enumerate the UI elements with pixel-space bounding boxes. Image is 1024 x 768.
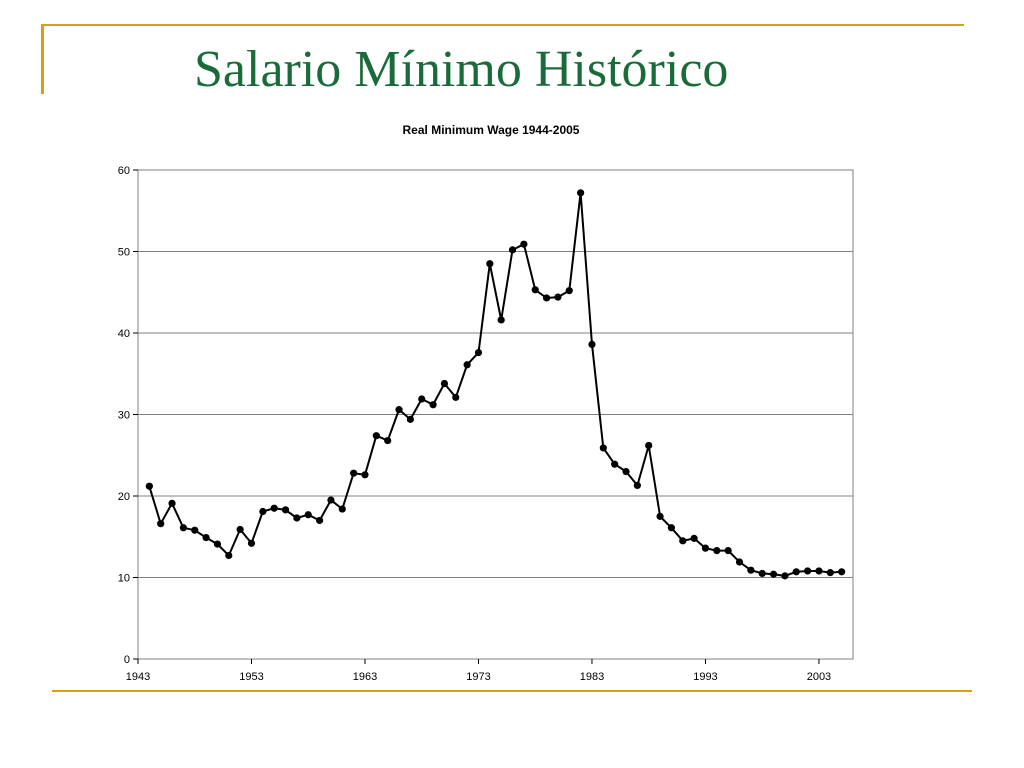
data-point-2004: [826, 569, 834, 577]
data-point-1976: [508, 246, 517, 254]
data-point-1951: [225, 551, 233, 560]
data-point-1960: [327, 496, 335, 504]
data-point-1947: [179, 524, 187, 532]
data-point-1967: [406, 415, 414, 423]
data-point-1983: [588, 340, 596, 349]
left-rule: [41, 24, 44, 94]
data-point-1996: [735, 558, 744, 566]
data-point-1975: [497, 316, 505, 324]
data-point-1950: [213, 540, 222, 548]
data-point-1962: [350, 469, 358, 477]
data-point-2005: [838, 568, 846, 576]
data-point-1969: [429, 401, 437, 409]
data-point-1956: [281, 506, 290, 514]
data-point-1997: [747, 566, 755, 574]
x-tick-label-1963: 1963: [353, 671, 377, 683]
x-tick-label-1983: 1983: [580, 671, 604, 683]
data-point-1992: [690, 534, 698, 542]
data-point-1979: [542, 294, 551, 302]
y-tick-label-20: 20: [118, 491, 130, 503]
data-point-1948: [191, 526, 199, 534]
data-point-2002: [804, 567, 812, 575]
data-point-1961: [338, 505, 346, 513]
data-point-1945: [157, 520, 165, 528]
data-point-1972: [463, 361, 471, 369]
data-point-1974: [486, 260, 494, 268]
data-point-1959: [315, 516, 324, 525]
data-point-1953: [247, 539, 256, 547]
data-point-1985: [611, 460, 619, 468]
data-point-1986: [622, 467, 630, 476]
gridlines: [138, 251, 853, 578]
y-tick-label-40: 40: [118, 328, 130, 340]
x-tick-label-1973: 1973: [466, 671, 490, 683]
data-point-1987: [633, 481, 641, 490]
data-point-1991: [679, 537, 687, 545]
x-tick-label-1953: 1953: [239, 671, 263, 683]
x-axis: 1943 1953 1963 1973 1983 1993 2003: [126, 659, 831, 683]
y-tick-label-30: 30: [118, 410, 130, 422]
data-point-1944: [145, 482, 153, 490]
data-point-1971: [452, 393, 460, 401]
data-point-1965: [384, 436, 392, 445]
data-point-2000: [781, 572, 789, 580]
data-point-1998: [758, 569, 766, 578]
data-point-1957: [293, 514, 301, 522]
data-point-1970: [440, 379, 449, 388]
data-point-1990: [667, 524, 676, 532]
top-rule: [41, 24, 964, 26]
y-tick-label-50: 50: [118, 247, 130, 259]
series-wage: [145, 189, 846, 580]
data-point-1981: [565, 287, 573, 295]
data-point-1980: [554, 293, 562, 301]
data-point-1977: [520, 240, 528, 248]
data-point-1989: [656, 512, 664, 520]
x-tick-label-2003: 2003: [807, 671, 831, 683]
data-point-1958: [304, 511, 312, 519]
data-point-1946: [168, 499, 176, 507]
y-tick-label-10: 10: [118, 573, 130, 585]
series-line: [148, 191, 842, 577]
bottom-rule: [52, 690, 972, 692]
data-point-1966: [395, 406, 403, 414]
x-tick-label-1943: 1943: [126, 671, 150, 683]
data-point-2001: [792, 568, 800, 576]
data-point-2003: [815, 567, 823, 575]
data-point-1993: [701, 544, 710, 552]
y-axis: 0 10 20 30 40 50 60: [118, 165, 138, 666]
data-point-1954: [259, 507, 267, 516]
data-point-1973: [474, 348, 483, 357]
y-tick-label-60: 60: [118, 165, 130, 177]
data-point-1999: [769, 570, 778, 578]
data-point-1994: [713, 547, 721, 555]
data-point-1952: [236, 525, 244, 534]
x-tick-label-1993: 1993: [693, 671, 717, 683]
data-point-1963: [361, 471, 369, 479]
data-point-1988: [645, 441, 653, 450]
data-point-1984: [599, 444, 607, 452]
chart-title: Real Minimum Wage 1944-2005: [403, 123, 580, 137]
data-point-1949: [202, 533, 210, 542]
data-point-1978: [531, 286, 539, 294]
data-point-1995: [724, 547, 732, 555]
data-point-1964: [372, 432, 380, 440]
data-point-1955: [270, 504, 278, 512]
data-point-1982: [577, 189, 585, 197]
slide-title: Salario Mínimo Histórico: [194, 41, 729, 98]
data-point-1968: [418, 395, 426, 403]
y-tick-label-0: 0: [124, 654, 130, 666]
